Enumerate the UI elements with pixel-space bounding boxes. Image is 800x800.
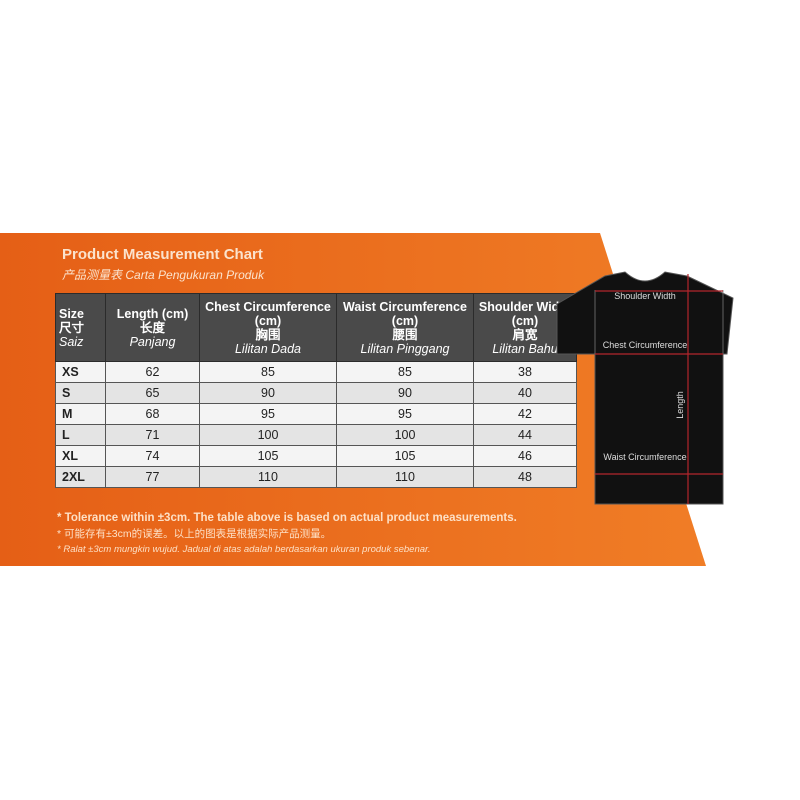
size-cell: M — [55, 403, 106, 425]
note-zh: * 可能存有±3cm的误差。以上的图表是根据实际产品测量。 — [57, 528, 332, 540]
size-cell: XL — [55, 445, 106, 467]
value-cell: 42 — [473, 403, 577, 425]
value-cell: 48 — [473, 466, 577, 488]
column-header: Chest Circumference (cm) 胸围 Lilitan Dada — [199, 293, 337, 362]
header-zh: 腰围 — [392, 327, 418, 342]
value-cell: 71 — [105, 424, 200, 446]
header-ms: Lilitan Bahu — [492, 341, 558, 356]
value-cell: 95 — [336, 403, 474, 425]
label-length: Length — [675, 391, 685, 419]
header-en: Size — [59, 306, 85, 321]
table-row: L 71 100 100 44 — [55, 424, 577, 446]
header-ms: Lilitan Pinggang — [360, 341, 450, 356]
header-zh: 肩宽 — [512, 327, 538, 342]
label-shoulder: Shoulder Width — [614, 291, 676, 301]
value-cell: 110 — [336, 466, 474, 488]
value-cell: 90 — [199, 382, 337, 404]
table-row: XS 62 85 85 38 — [55, 361, 577, 383]
value-cell: 100 — [199, 424, 337, 446]
header-en: Length (cm) — [116, 306, 189, 321]
size-cell: XS — [55, 361, 106, 383]
value-cell: 74 — [105, 445, 200, 467]
note-ms: * Ralat ±3cm mungkin wujud. Jadual di at… — [57, 544, 431, 555]
header-zh: 长度 — [139, 320, 165, 335]
header-en: Waist Circumference (cm) — [343, 299, 467, 328]
notes: * Tolerance within ±3cm. The table above… — [57, 512, 517, 555]
subtitle-zh: 产品测量表 — [62, 268, 123, 282]
value-cell: 110 — [199, 466, 337, 488]
value-cell: 90 — [336, 382, 474, 404]
value-cell: 46 — [473, 445, 577, 467]
chart-title: Product Measurement Chart — [62, 246, 263, 263]
value-cell: 85 — [336, 361, 474, 383]
table-row: XL 74 105 105 46 — [55, 445, 577, 467]
subtitle-ms: Carta Pengukuran Produk — [125, 268, 265, 282]
label-chest: Chest Circumference — [603, 340, 688, 350]
header-en: Chest Circumference (cm) — [205, 299, 331, 328]
value-cell: 65 — [105, 382, 200, 404]
value-cell: 100 — [336, 424, 474, 446]
value-cell: 68 — [105, 403, 200, 425]
column-header: Size 尺寸 Saiz — [55, 293, 106, 362]
column-header: Waist Circumference (cm) 腰围 Lilitan Pingga… — [336, 293, 474, 362]
value-cell: 85 — [199, 361, 337, 383]
value-cell: 77 — [105, 466, 200, 488]
value-cell: 95 — [199, 403, 337, 425]
column-header: Length (cm) 长度 Panjang — [105, 293, 200, 362]
label-waist: Waist Circumference — [603, 452, 686, 462]
size-cell: S — [55, 382, 106, 404]
size-cell: L — [55, 424, 106, 446]
header-zh: 胸围 — [255, 327, 281, 342]
tshirt-shape — [556, 271, 734, 505]
header-ms: Saiz — [59, 334, 84, 349]
header-ms: Lilitan Dada — [234, 341, 301, 356]
size-table: Size 尺寸 Saiz Length (cm) 长度 Panjang Chest Circ… — [55, 293, 577, 488]
table-row: S 65 90 90 40 — [55, 382, 577, 404]
note-en: * Tolerance within ±3cm. The table above… — [57, 512, 517, 524]
header-zh: 尺寸 — [59, 320, 85, 335]
chart-subtitle: 产品测量表 Carta Pengukuran Produk — [62, 266, 264, 283]
table-row: 2XL 77 110 110 48 — [55, 466, 577, 488]
value-cell: 105 — [199, 445, 337, 467]
value-cell: 62 — [105, 361, 200, 383]
header-en: Shoulder Width (cm) — [478, 299, 572, 328]
table-row: M 68 95 95 42 — [55, 403, 577, 425]
header-row: Size 尺寸 Saiz Length (cm) 长度 Panjang Chest Circ… — [55, 293, 577, 362]
size-cell: 2XL — [55, 466, 106, 488]
value-cell: 105 — [336, 445, 474, 467]
tshirt-diagram: Shoulder Width Chest Circumference Waist… — [556, 271, 734, 505]
value-cell: 44 — [473, 424, 577, 446]
header-ms: Panjang — [129, 334, 176, 349]
